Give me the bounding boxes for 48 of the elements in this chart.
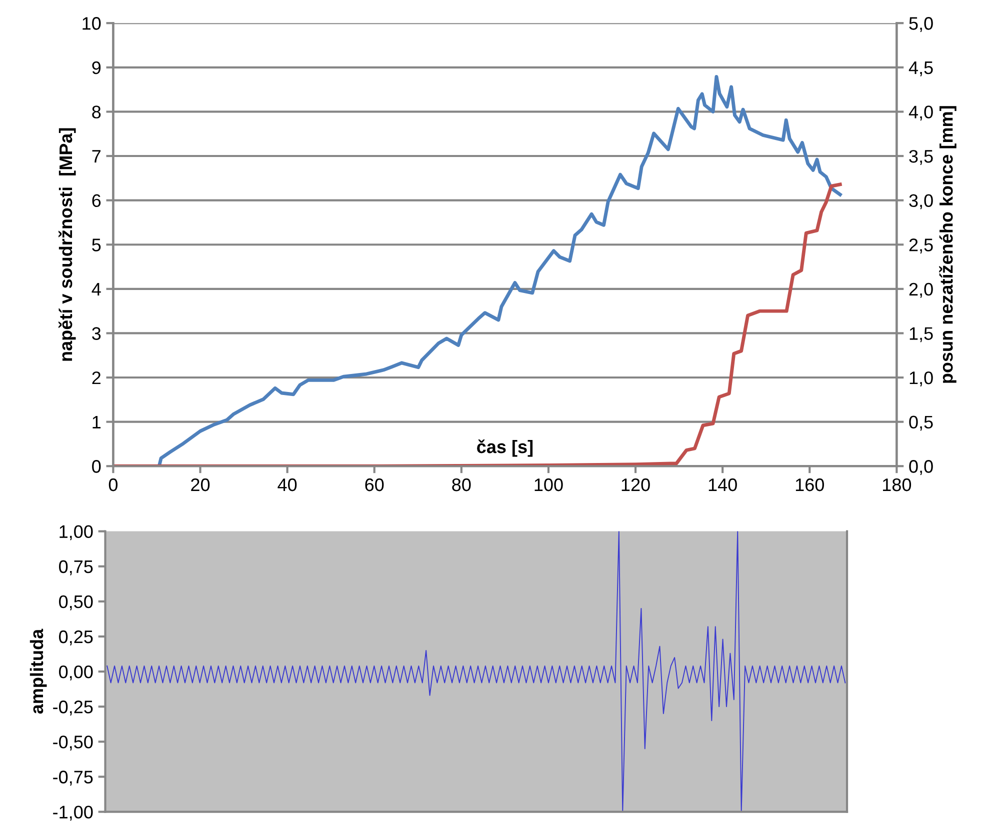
x-tick-label: 40: [278, 478, 297, 492]
y-tick-label: -0,75: [53, 770, 93, 786]
x-tick-label: 120: [622, 478, 650, 492]
x-axis-title: čas [s]: [477, 440, 533, 457]
y-tick-label: -0,50: [53, 736, 93, 751]
y2-tick-label: 0,5: [909, 416, 933, 431]
y2-tick-label: 4,5: [908, 62, 933, 76]
y-tick-label: 4: [92, 283, 101, 296]
y2-tick-label: 5,0: [909, 17, 933, 32]
y2-tick-label: 1,5: [910, 327, 933, 342]
y-tick-label: 1,00: [60, 525, 93, 540]
y-tick-label: 0,00: [59, 665, 93, 680]
y-tick-label: 0: [92, 460, 101, 473]
y2-tick-label: 2,5: [909, 238, 933, 254]
y2-tick-label: 3,0: [909, 194, 933, 210]
y-tick-label: 5: [92, 238, 101, 252]
line-series: [113, 182, 842, 466]
y-tick-label: 2: [92, 371, 100, 384]
y-tick-label: 8: [92, 106, 101, 118]
y-tick-label: 0,50: [59, 595, 93, 610]
x-tick-label: 0: [108, 478, 118, 492]
y-tick-label: 3: [92, 327, 101, 340]
y2-tick-label: 2,0: [909, 282, 933, 298]
x-tick-label: 140: [708, 478, 737, 492]
y-tick-label: 6: [92, 194, 101, 208]
line-series: [158, 74, 842, 466]
y-tick-label: -1,00: [53, 806, 93, 821]
y-axis-title: napětí v soudržnosti [MPa]: [58, 128, 76, 361]
y-tick-label: 9: [92, 61, 101, 74]
y-tick-label: 1: [92, 416, 101, 428]
y-tick-label: 10: [82, 17, 101, 30]
line-series: [106, 531, 846, 812]
y2-tick-label: 3,5: [909, 150, 933, 165]
y-tick-label: -0,25: [53, 700, 93, 716]
y-tick-label: 0,25: [59, 630, 93, 646]
x-tick-label: 100: [534, 478, 563, 492]
x-tick-label: 180: [882, 478, 912, 492]
y2-axis-title: posun nezatíženého konce [mm]: [939, 106, 956, 383]
y2-tick-label: 0,0: [909, 460, 933, 475]
x-tick-label: 60: [365, 478, 384, 492]
y2-tick-label: 1,0: [910, 371, 933, 386]
y-axis-title: amplituda: [30, 628, 47, 714]
x-tick-label: 160: [796, 478, 824, 492]
x-tick-label: 20: [191, 478, 210, 492]
y-tick-label: 7: [92, 150, 100, 163]
y-tick-label: 0,75: [59, 560, 93, 576]
y2-tick-label: 4,0: [908, 106, 933, 121]
x-tick-label: 80: [452, 478, 471, 492]
